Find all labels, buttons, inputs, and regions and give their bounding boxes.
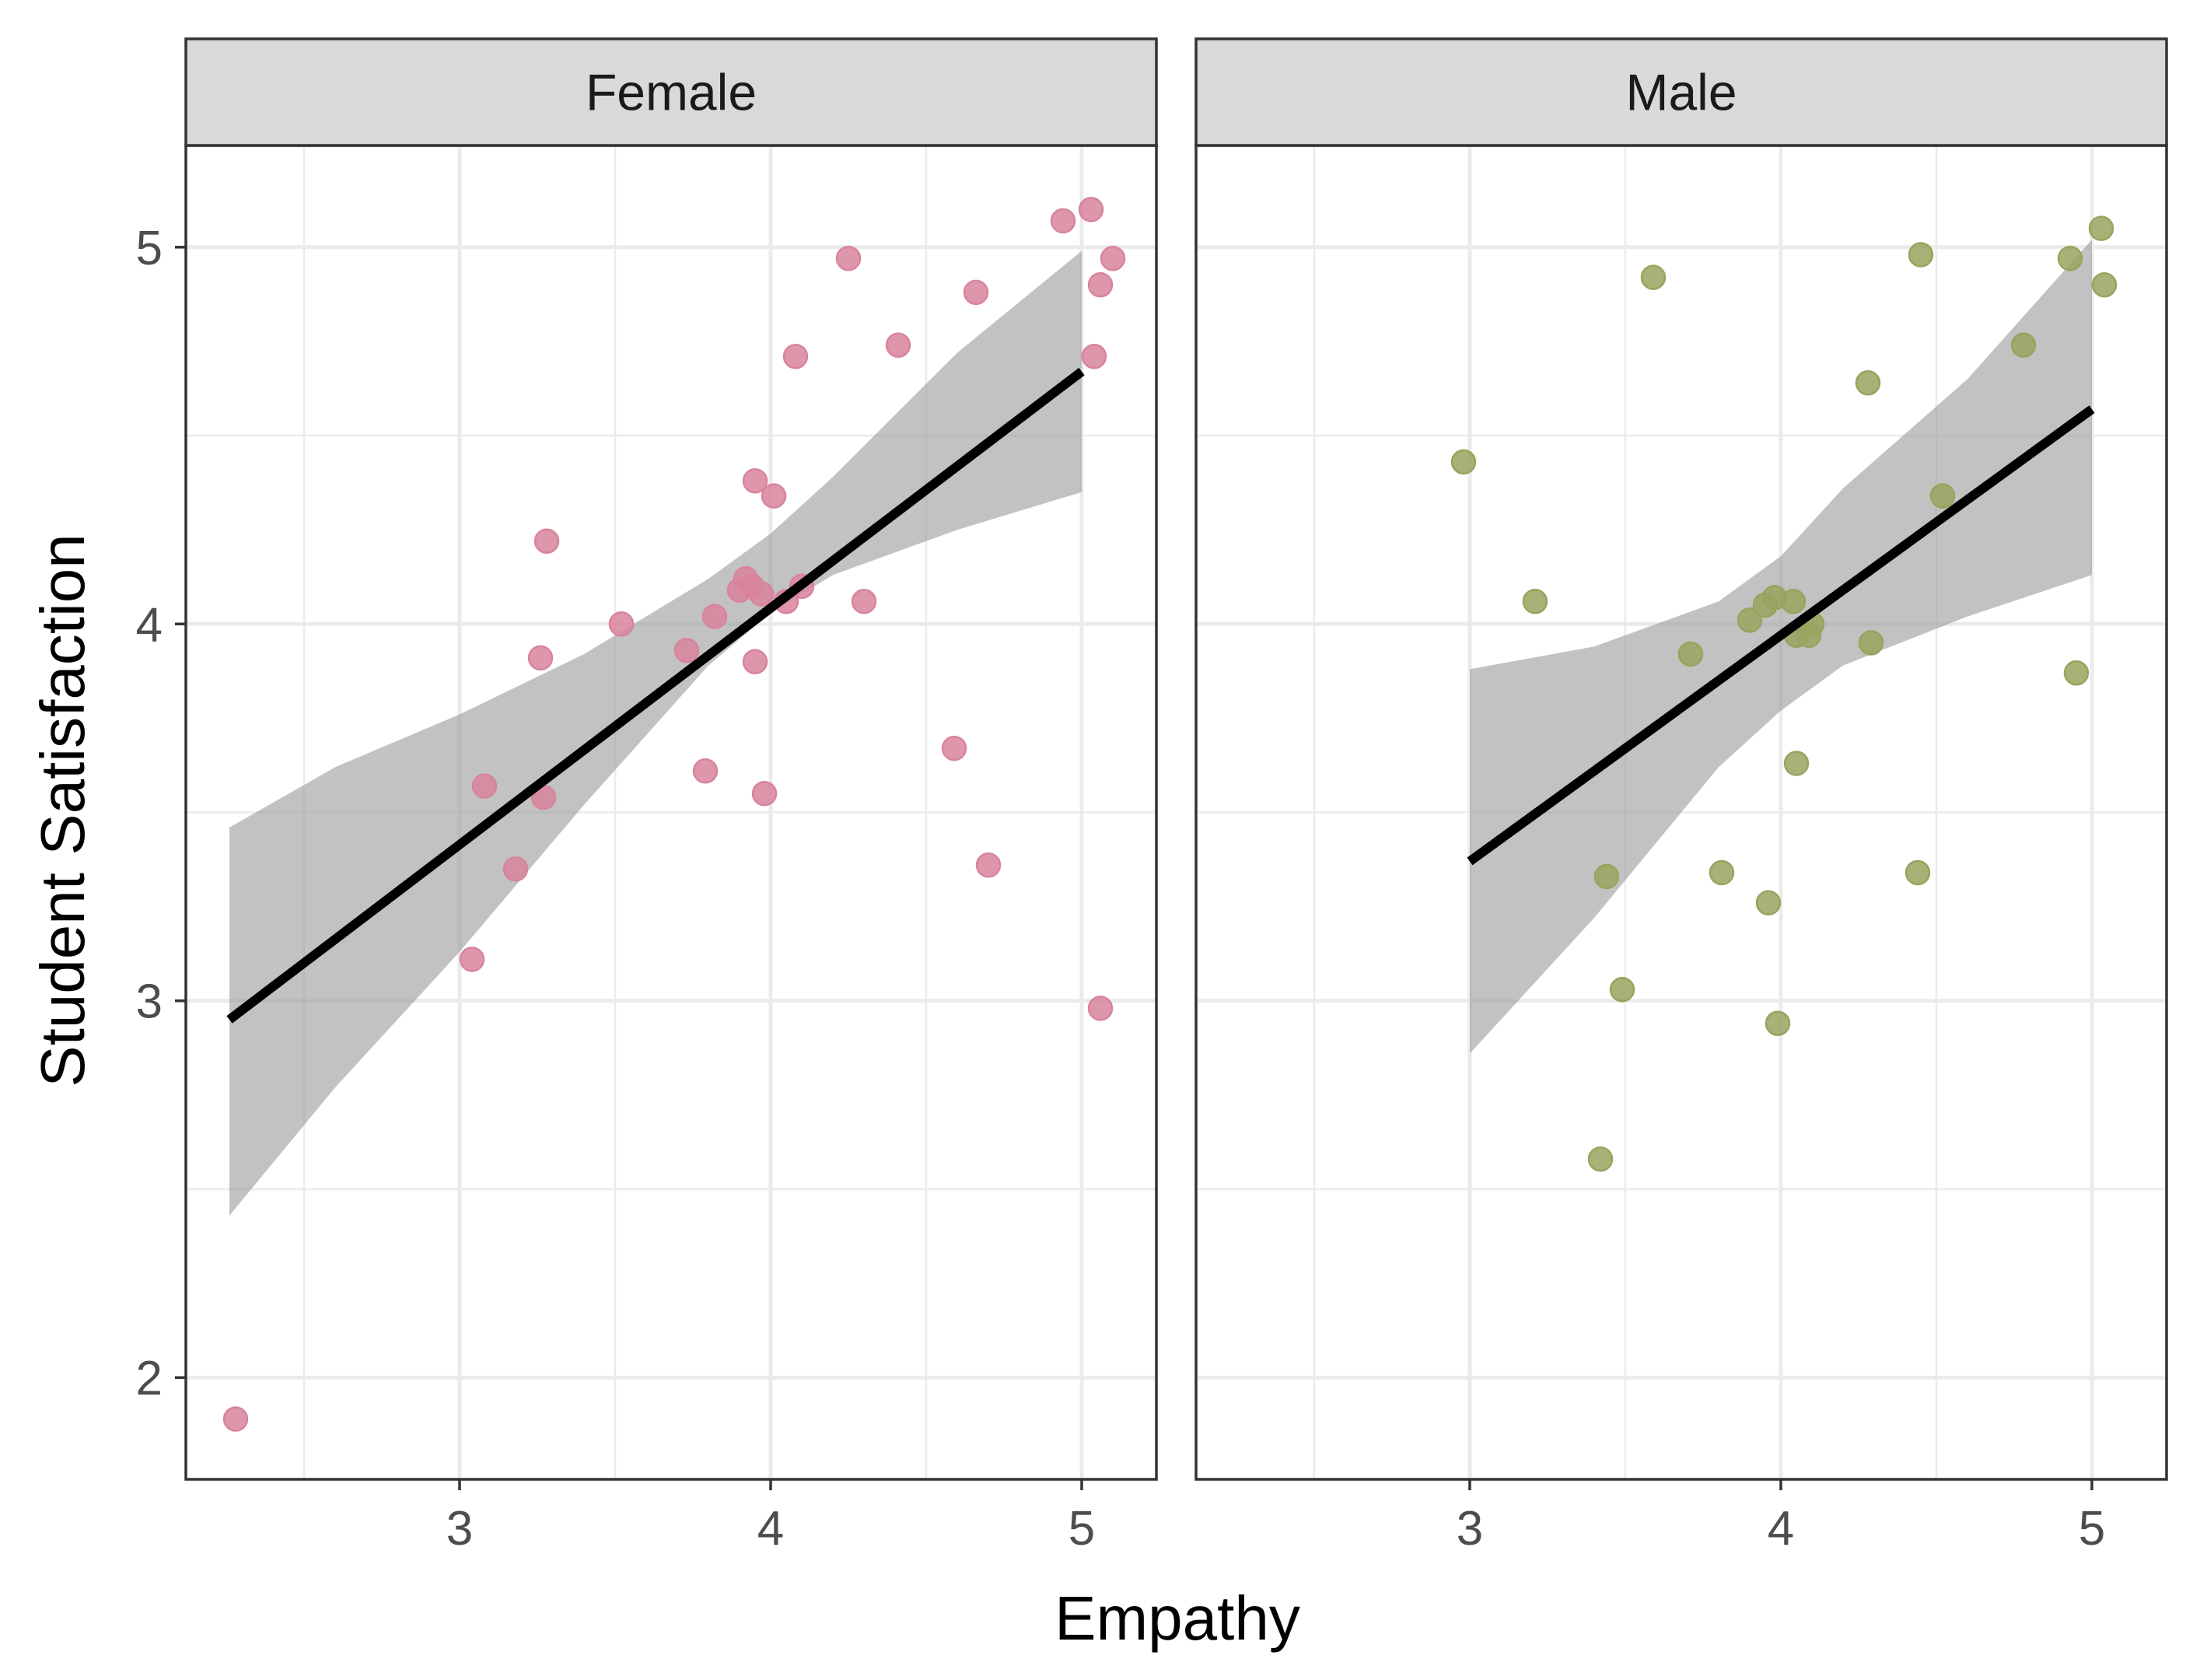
facet-strip bbox=[184, 37, 1158, 147]
data-point bbox=[2010, 332, 2037, 359]
data-point bbox=[1450, 449, 1477, 475]
regression-line bbox=[1467, 405, 2095, 866]
data-point bbox=[1050, 208, 1076, 234]
data-point bbox=[1755, 890, 1782, 916]
x-tick-label: 3 bbox=[1457, 1502, 1483, 1556]
data-point bbox=[222, 1406, 249, 1432]
data-point bbox=[527, 645, 554, 671]
data-point bbox=[1100, 246, 1126, 271]
data-point bbox=[1855, 369, 1881, 396]
data-point bbox=[748, 581, 775, 607]
data-point bbox=[2063, 660, 2090, 686]
data-point bbox=[1737, 607, 1763, 633]
data-point bbox=[963, 279, 989, 306]
data-point bbox=[701, 604, 728, 629]
data-point bbox=[673, 637, 700, 663]
data-point bbox=[835, 246, 862, 271]
data-point bbox=[608, 611, 635, 637]
x-tick-label: 3 bbox=[446, 1502, 473, 1556]
data-point bbox=[1783, 751, 1810, 776]
data-point bbox=[1078, 197, 1104, 222]
y-tick-label: 3 bbox=[136, 975, 163, 1029]
regression-line bbox=[226, 367, 1085, 1024]
facet-strip-label: Male bbox=[1625, 64, 1737, 121]
data-point bbox=[1780, 588, 1807, 614]
confidence-band bbox=[1470, 240, 2092, 1054]
data-point bbox=[761, 483, 787, 509]
data-point bbox=[471, 773, 498, 799]
data-point bbox=[885, 332, 911, 359]
x-tick-label: 4 bbox=[757, 1502, 784, 1556]
data-point bbox=[1522, 588, 1548, 614]
data-point bbox=[2088, 215, 2114, 241]
data-point bbox=[502, 856, 529, 882]
data-point bbox=[1640, 264, 1667, 290]
data-point bbox=[751, 781, 778, 807]
data-point bbox=[2057, 246, 2083, 271]
y-tick-label: 2 bbox=[136, 1352, 163, 1405]
x-axis-title: Empathy bbox=[1055, 1584, 1300, 1653]
facet-panel-male: Male 3 4 5 bbox=[1194, 37, 2168, 1556]
data-point bbox=[1587, 1146, 1614, 1172]
x-tick-label: 5 bbox=[2079, 1502, 2105, 1556]
data-point bbox=[1087, 996, 1114, 1021]
chart-panels: Female 3 4 5 2 3 4 5 Male 3 4 5 bbox=[136, 37, 2168, 1556]
confidence-band bbox=[229, 250, 1082, 1216]
data-point bbox=[459, 947, 485, 972]
data-point bbox=[533, 528, 560, 554]
data-point bbox=[692, 758, 719, 784]
data-point bbox=[1081, 344, 1107, 369]
y-axis-title: Student Satisfaction bbox=[28, 534, 97, 1087]
data-point bbox=[1087, 272, 1114, 298]
data-point bbox=[975, 852, 1002, 878]
data-point bbox=[941, 735, 967, 761]
facet-strip-label: Female bbox=[586, 64, 757, 121]
data-point bbox=[742, 649, 768, 674]
data-point bbox=[1765, 1010, 1791, 1037]
data-point bbox=[1929, 483, 1956, 509]
x-tick-label: 5 bbox=[1069, 1502, 1095, 1556]
y-tick-label: 5 bbox=[136, 222, 163, 275]
data-point bbox=[1908, 242, 1934, 268]
data-point bbox=[1593, 863, 1620, 890]
data-point bbox=[742, 467, 768, 494]
data-point bbox=[2091, 272, 2118, 298]
y-tick-label: 4 bbox=[136, 598, 163, 652]
facet-panel-female: Female 3 4 5 2 3 4 5 bbox=[136, 37, 1158, 1556]
data-point bbox=[1904, 859, 1931, 886]
data-point bbox=[851, 588, 877, 614]
data-point bbox=[1677, 641, 1704, 667]
data-point bbox=[1858, 630, 1884, 656]
x-tick-label: 4 bbox=[1768, 1502, 1794, 1556]
data-point bbox=[1709, 859, 1735, 886]
data-point bbox=[782, 344, 809, 369]
facet-strip bbox=[1194, 37, 2168, 147]
data-point bbox=[1609, 976, 1635, 1003]
